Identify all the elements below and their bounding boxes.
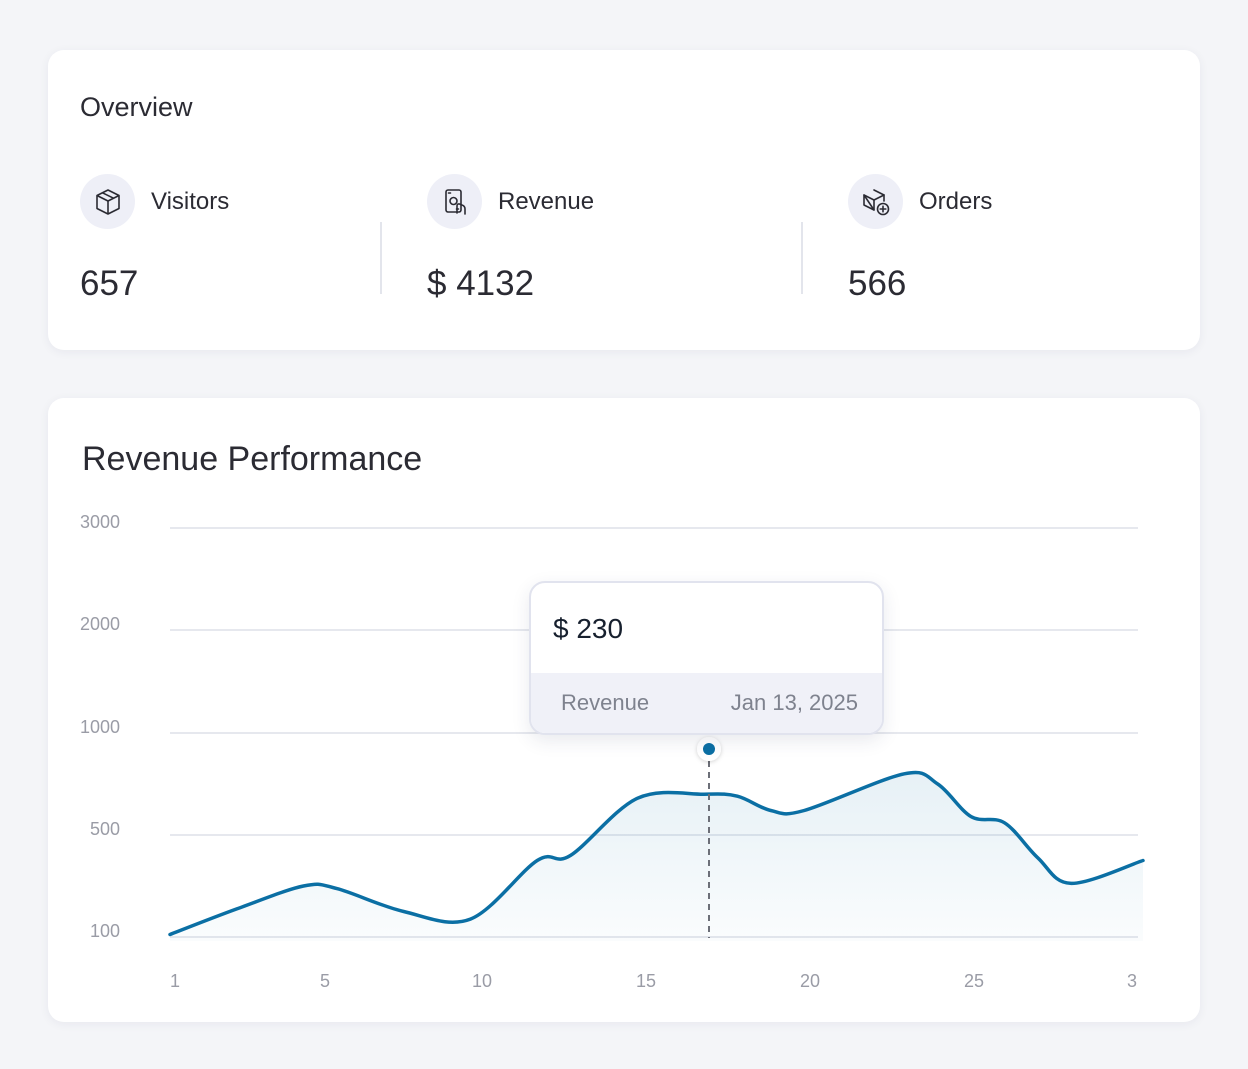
stat-divider — [380, 222, 382, 294]
stat-value-revenue: $ 4132 — [427, 264, 535, 303]
tooltip-footer: Revenue Jan 13, 2025 — [531, 673, 882, 733]
stat-divider — [801, 222, 803, 294]
y-tick-label: 2000 — [80, 614, 120, 634]
y-tick-label: 3000 — [80, 512, 120, 532]
x-tick-label: 5 — [320, 971, 330, 991]
tooltip-value: $ 230 — [553, 613, 624, 644]
chart-tooltip: $ 230 Revenue Jan 13, 2025 — [529, 581, 884, 735]
stat-value-orders: 566 — [848, 264, 907, 303]
y-tick-label: 500 — [90, 819, 120, 839]
chart-title: Revenue Performance — [82, 440, 423, 478]
y-tick-label: 100 — [90, 921, 120, 941]
tooltip-series-label: Revenue — [561, 690, 650, 715]
stat-label-visitors: Visitors — [151, 187, 230, 215]
stat-label-revenue: Revenue — [498, 187, 595, 215]
x-tick-label: 15 — [636, 971, 656, 991]
x-tick-label: 10 — [472, 971, 492, 991]
x-tick-label: 25 — [964, 971, 984, 991]
stat-orders[interactable]: Orders 566 — [848, 174, 993, 303]
x-tick-label: 1 — [170, 971, 180, 991]
revenue-area — [170, 772, 1143, 941]
x-tick-label: 20 — [800, 971, 820, 991]
stat-label-orders: Orders — [919, 187, 993, 215]
revenue-performance-card: Revenue Performance 3000 2000 1000 500 100 1 5… — [48, 398, 1200, 1022]
x-tick-label: 3 — [1127, 971, 1137, 991]
overview-title: Overview — [80, 92, 193, 122]
highlight-point — [703, 743, 715, 755]
y-tick-label: 1000 — [80, 717, 120, 737]
overview-card: Overview Visitors 657 — [48, 50, 1200, 350]
tooltip-date: Jan 13, 2025 — [730, 690, 858, 715]
stat-revenue[interactable]: Revenue $ 4132 — [427, 174, 595, 303]
revenue-line — [168, 770, 1145, 937]
box-add-icon — [848, 174, 903, 229]
money-hand-icon — [427, 174, 482, 229]
box-icon — [80, 174, 135, 229]
stat-visitors[interactable]: Visitors 657 — [80, 174, 230, 303]
stat-value-visitors: 657 — [80, 264, 139, 303]
